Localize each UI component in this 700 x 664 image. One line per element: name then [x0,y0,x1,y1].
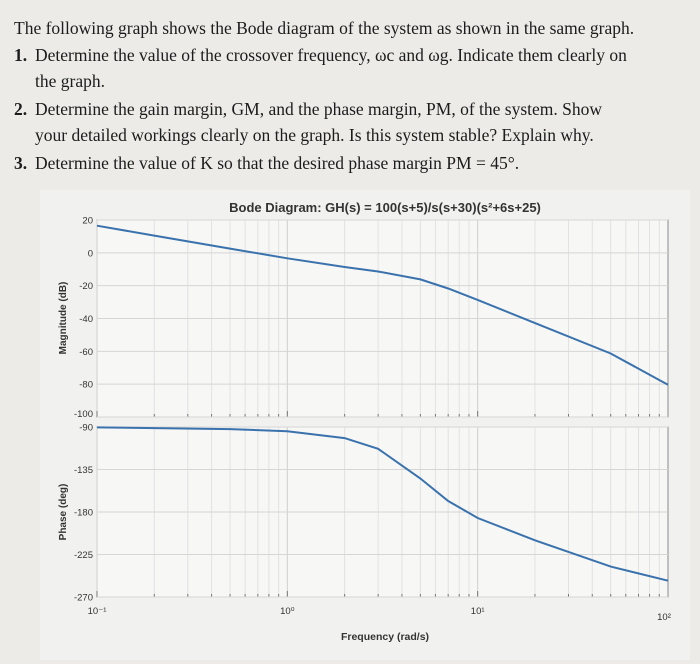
phase-y-tick-label: -225 [74,550,93,561]
phase-curve [96,426,669,582]
item-line: your detailed workings clearly on the gr… [35,125,594,145]
x-tick-label: 10¹ [471,606,485,617]
phase-y-tick-label: -270 [74,593,93,604]
item-number: 2. [14,99,28,119]
x-tick-label: 10⁰ [280,606,295,617]
chart-title: Bode Diagram: GH(s) = 100(s+5)/s(s+30)(s… [229,200,541,215]
phase-y-tick-label: -90 [79,423,93,434]
item-line: Determine the value of the crossover fre… [35,45,627,65]
question-intro: The following graph shows the Bode diagr… [14,18,635,38]
x-axis-label: Frequency (rad/s) [341,631,429,643]
item-line: the graph. [35,71,105,91]
magnitude-y-tick-label: 0 [88,248,93,259]
magnitude-curve [96,224,669,386]
magnitude-axis-label: Magnitude (dB) [58,282,69,355]
phase-axis-label: Phase (deg) [58,484,69,541]
magnitude-y-tick-label: -40 [79,314,93,325]
phase-y-tick-label: -135 [74,465,93,476]
x-tick-label: 10² [657,612,671,623]
magnitude-y-tick-label: -80 [79,380,93,391]
item-line: Determine the gain margin, GM, and the p… [35,99,603,119]
magnitude-y-tick-label: -60 [79,347,93,358]
x-tick-label: 10⁻¹ [88,606,107,617]
magnitude-y-tick-label: -100 [74,409,93,420]
item-line: Determine the value of K so that the des… [35,153,520,173]
phase-y-tick-label: -180 [74,508,93,519]
item-number: 3. [14,153,28,173]
magnitude-y-tick-label: 20 [82,216,93,227]
magnitude-y-tick-label: -20 [79,281,93,292]
item-number: 1. [14,45,28,65]
